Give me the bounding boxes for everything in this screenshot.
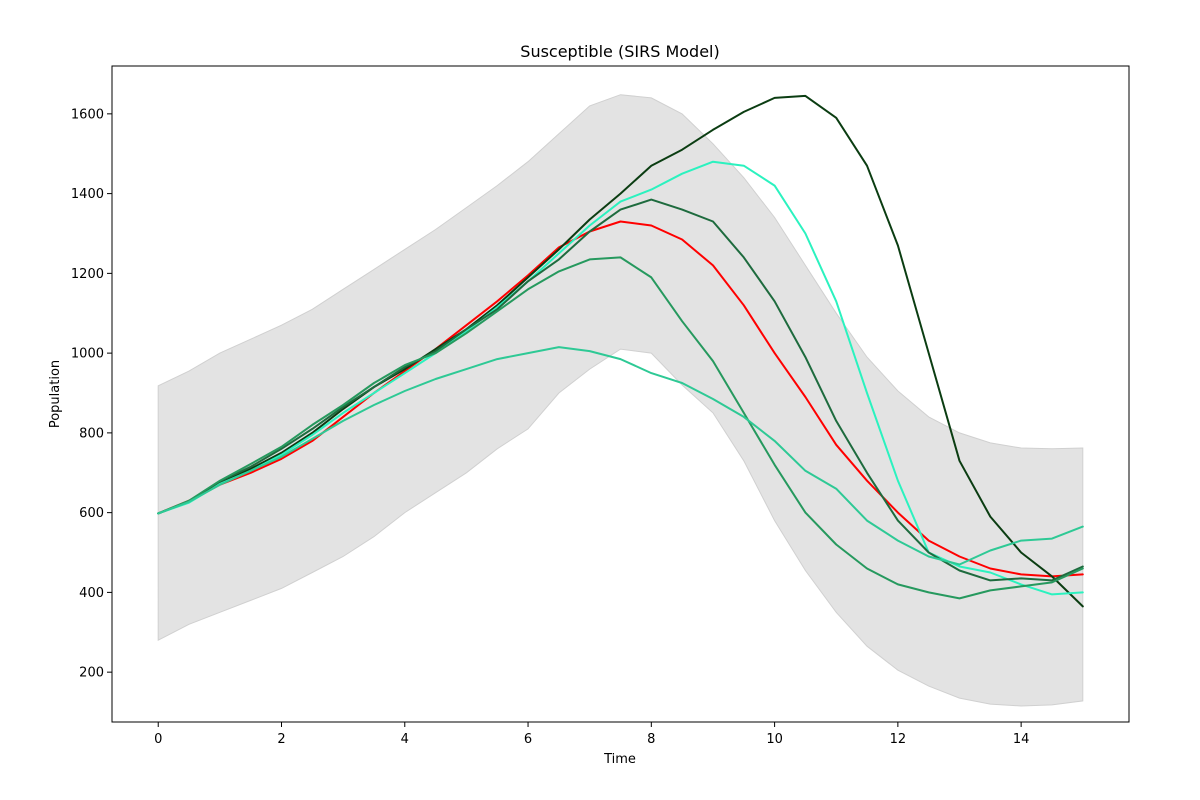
y-tick-label: 1600 [71, 107, 104, 122]
series-layer [157, 94, 1084, 608]
y-tick-label: 1200 [71, 267, 104, 282]
chart-title: Susceptible (SIRS Model) [520, 42, 719, 61]
confidence-band [157, 94, 1084, 707]
y-tick-label: 1400 [71, 187, 104, 202]
x-tick-label: 6 [524, 732, 532, 747]
series-line-6 [157, 346, 1084, 566]
y-tick-label: 800 [79, 426, 104, 441]
x-tick-label: 4 [401, 732, 409, 747]
x-axis: 0 2 4 6 8 10 12 14 [154, 722, 1029, 747]
y-tick-label: 600 [79, 506, 104, 521]
x-tick-label: 12 [890, 732, 907, 747]
series-line-5 [157, 256, 1084, 600]
y-tick-label: 400 [79, 586, 104, 601]
x-tick-label: 0 [154, 732, 162, 747]
y-axis-label: Population [48, 360, 63, 428]
plot-frame [111, 65, 1130, 723]
series-line-1 [157, 220, 1084, 578]
series-line-4 [157, 198, 1084, 582]
x-tick-label: 2 [277, 732, 285, 747]
x-tick-label: 10 [766, 732, 783, 747]
confidence-band-layer [157, 94, 1084, 707]
series-line-2 [157, 94, 1084, 608]
y-tick-label: 200 [79, 666, 104, 681]
x-tick-label: 8 [647, 732, 655, 747]
y-tick-label: 1000 [71, 347, 104, 362]
y-axis: 200 400 600 800 1000 1200 1400 1600 [71, 107, 112, 681]
x-tick-label: 14 [1013, 732, 1030, 747]
x-axis-label: Time [603, 752, 636, 767]
